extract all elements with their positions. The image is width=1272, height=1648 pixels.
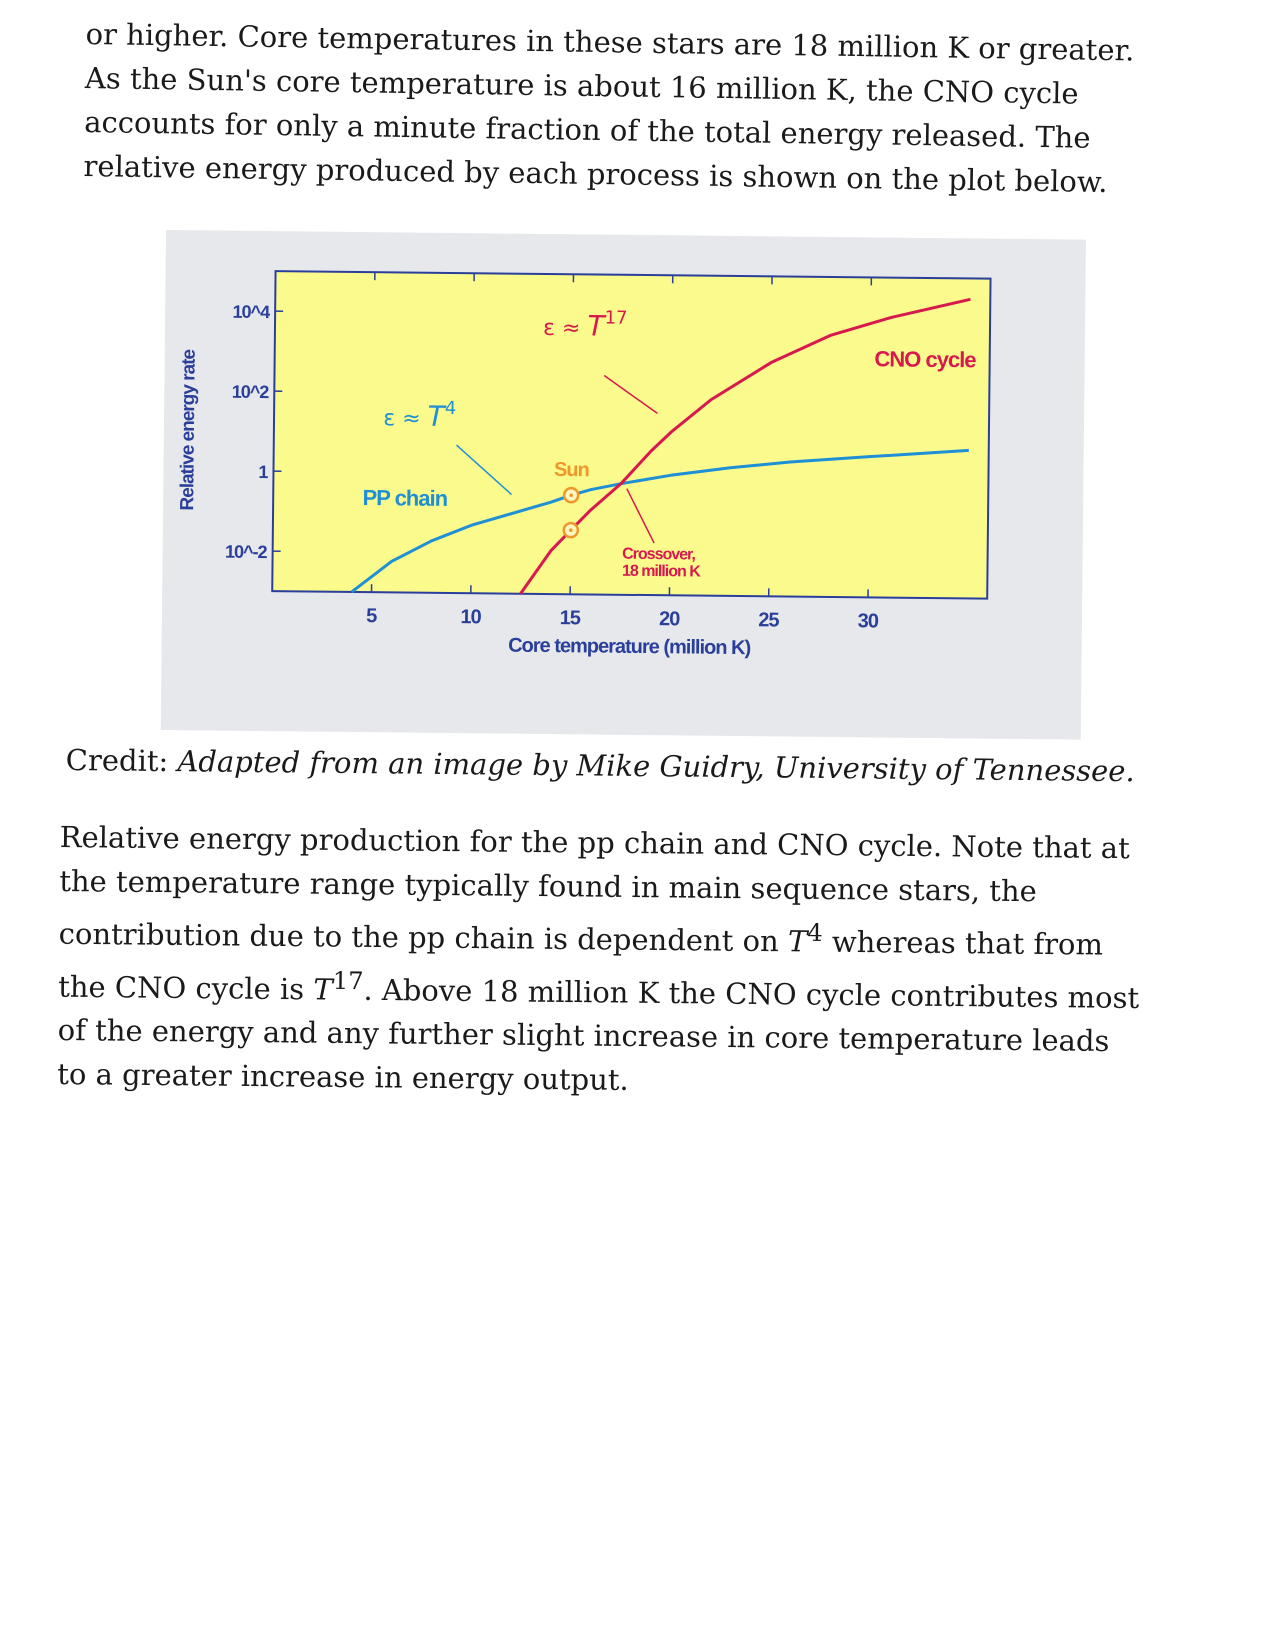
intro-paragraph: or higher. Core temperatures in these st…: [83, 16, 1135, 200]
pp-chain-label: PP chain: [362, 485, 447, 511]
credit-prefix: Credit:: [65, 742, 178, 779]
credit-text: Adapted from an image by Mike Guidry, Un…: [177, 744, 1135, 789]
y-tick-label: 10^2: [232, 382, 270, 402]
x-tick-label: 10: [460, 606, 481, 628]
caption-t2: T: [313, 971, 333, 1007]
series-line-pp-chain: [350, 448, 969, 594]
energy-rate-figure: 5 10 15 20 25 30 10^-2 1 10^2 10^4 Core temperatur…: [160, 230, 1086, 740]
crossover-label-temp: 18 million K: [622, 563, 701, 581]
cno-arrow: [603, 374, 658, 415]
x-tick-label: 15: [560, 607, 581, 629]
caption-sup1: 4: [807, 918, 823, 947]
caption-sup2: 17: [332, 966, 364, 995]
pp-arrow: [455, 444, 513, 496]
x-tick-label: 25: [758, 609, 779, 631]
sun-label: Sun: [554, 459, 589, 481]
crossover-label: Crossover,: [622, 546, 695, 564]
y-axis-label: Relative energy rate: [177, 349, 200, 510]
cno-cycle-label: CNO cycle: [874, 346, 976, 372]
x-tick-label: 20: [659, 608, 680, 630]
sun-marker-dot: [569, 493, 573, 497]
y-tick-label: 1: [258, 462, 268, 482]
credit-line: Credit: Adapted from an image by Mike Gu…: [66, 738, 1166, 794]
crossover-arrow: [626, 488, 655, 544]
figure-caption: Relative energy production for the pp ch…: [57, 815, 1150, 1108]
plot-area: [271, 270, 992, 600]
x-axis-label: Core temperature (million K): [508, 635, 751, 660]
x-tick-label: 5: [366, 605, 377, 627]
x-tick-label: 30: [858, 610, 879, 632]
y-tick-label: 10^4: [232, 302, 270, 322]
energy-rate-chart: 5 10 15 20 25 30 10^-2 1 10^2 10^4 Core temperatur…: [177, 270, 992, 660]
y-tick-label: 10^-2: [225, 542, 268, 562]
caption-t1: T: [787, 924, 808, 959]
sun-marker-dot: [568, 528, 573, 532]
